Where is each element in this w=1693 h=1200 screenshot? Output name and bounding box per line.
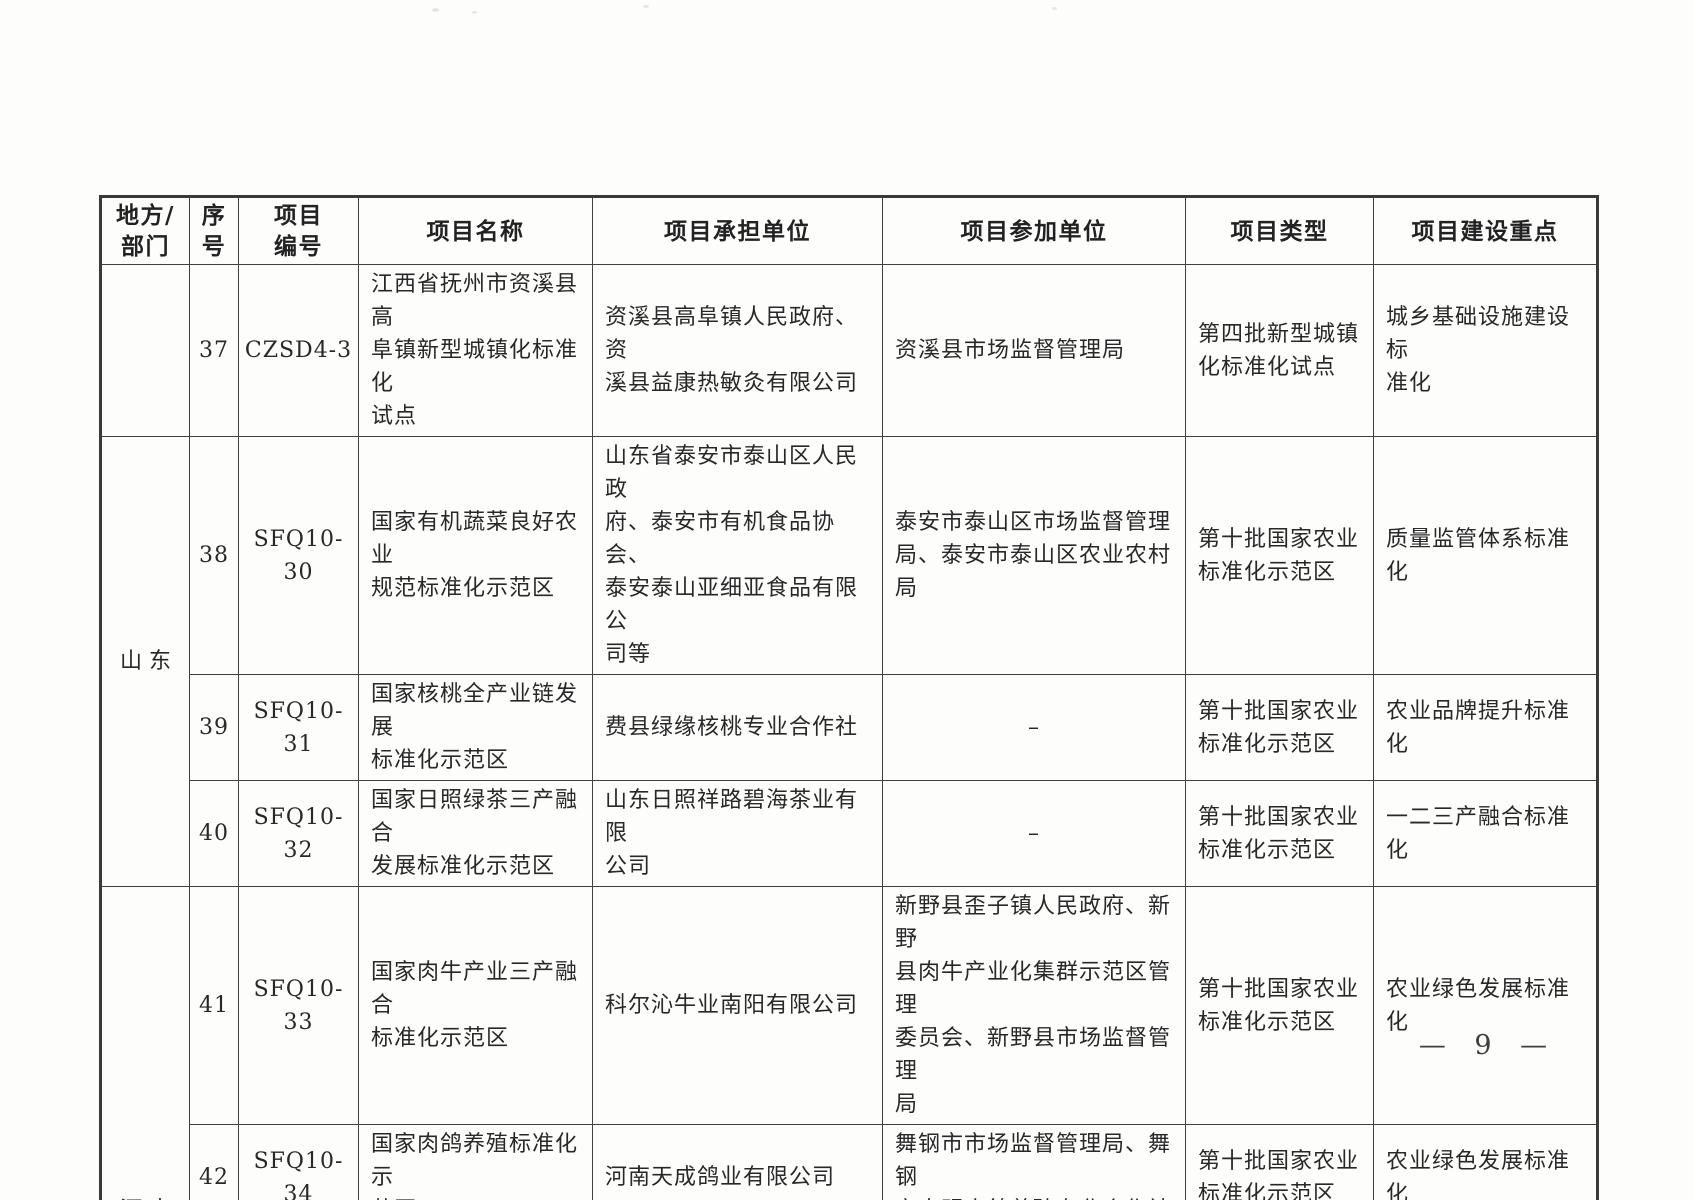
cell-undertaker: 费县绿缘核桃专业合作社: [592, 674, 883, 782]
cell-undertaker: 资溪县高阜镇人民政府、资 溪县益康热敏灸有限公司: [592, 264, 883, 438]
table-row: 39 SFQ10-31 国家核桃全产业链发展 标准化示范区 费县绿缘核桃专业合作…: [101, 674, 1598, 782]
scan-artifact: [643, 5, 649, 8]
table-row: 河南 41 SFQ10-33 国家肉牛产业三产融合 标准化示范区 科尔沁牛业南阳…: [100, 886, 1598, 1200]
scan-artifact: [1052, 7, 1057, 10]
cell-code: SFQ10-34: [238, 1124, 359, 1200]
cell-project-type: 第四批新型城镇 化标准化试点: [1185, 264, 1374, 438]
table-row: 40 SFQ10-32 国家日照绿茶三产融合 发展标准化示范区 山东日照祥路碧海…: [101, 780, 1598, 888]
scan-artifact: [432, 8, 439, 12]
cell-serial: 42: [189, 1124, 239, 1200]
cell-project-type: 第十批国家农业 标准化示范区: [1185, 1124, 1374, 1200]
cell-code: SFQ10-30: [238, 436, 359, 676]
cell-undertaker: 山东日照祥路碧海茶业有限 公司: [592, 780, 883, 888]
cell-participant: 舞钢市市场监督管理局、舞钢 市大明肉鸽养殖专业合作社: [882, 1124, 1186, 1200]
cell-participant: 资溪县市场监督管理局: [882, 264, 1186, 438]
cell-project-name: 国家核桃全产业链发展 标准化示范区: [358, 674, 593, 782]
cell-undertaker: 山东省泰安市泰山区人民政 府、泰安市有机食品协会、 泰安泰山亚细亚食品有限公 司…: [592, 436, 883, 676]
cell-project-type: 第十批国家农业 标准化示范区: [1185, 436, 1374, 676]
cell-project-type: 第十批国家农业 标准化示范区: [1185, 674, 1374, 782]
cell-focus: 质量监管体系标准化: [1373, 436, 1598, 676]
table-row: 42 SFQ10-34 国家肉鸽养殖标准化示 范区 河南天成鸽业有限公司 舞钢市…: [101, 1124, 1598, 1200]
cell-undertaker: 河南天成鸽业有限公司: [592, 1124, 883, 1200]
cell-undertaker: 科尔沁牛业南阳有限公司: [592, 886, 883, 1126]
table-header-row: 地方/ 部门 序 号 项目 编号 项目名称 项目承担单位 项目参加单位 项目类型…: [100, 195, 1598, 266]
cell-code: CZSD4-3: [238, 264, 359, 438]
cell-focus: 农业绿色发展标准化: [1373, 886, 1598, 1126]
cell-project-name: 国家肉牛产业三产融合 标准化示范区: [358, 886, 593, 1126]
cell-project-name: 国家肉鸽养殖标准化示 范区: [358, 1124, 593, 1200]
col-header-project-type: 项目类型: [1185, 195, 1374, 266]
cell-focus: 农业绿色发展标准化: [1373, 1124, 1598, 1200]
cell-serial: 39: [189, 674, 239, 782]
cell-participant: –: [882, 674, 1186, 782]
col-header-code: 项目 编号: [238, 195, 359, 266]
cell-participant: 新野县歪子镇人民政府、新野 县肉牛产业化集群示范区管理 委员会、新野县市场监督管…: [882, 886, 1186, 1126]
col-header-project-name: 项目名称: [358, 195, 593, 266]
cell-region-blank: [100, 264, 190, 438]
cell-code: SFQ10-31: [238, 674, 359, 782]
cell-project-type: 第十批国家农业 标准化示范区: [1185, 780, 1374, 888]
cell-serial: 41: [189, 886, 239, 1126]
table-row: 37 CZSD4-3 江西省抚州市资溪县高 阜镇新型城镇化标准化 试点 资溪县高…: [100, 264, 1598, 438]
col-header-participant: 项目参加单位: [882, 195, 1186, 266]
cell-serial: 37: [189, 264, 239, 438]
cell-code: SFQ10-32: [238, 780, 359, 888]
projects-table: 地方/ 部门 序 号 项目 编号 项目名称 项目承担单位 项目参加单位 项目类型…: [99, 195, 1599, 1200]
cell-participant: –: [882, 780, 1186, 888]
cell-region-shandong: 山东: [100, 436, 190, 888]
col-header-serial: 序 号: [189, 195, 239, 266]
cell-focus: 农业品牌提升标准化: [1373, 674, 1598, 782]
col-header-focus: 项目建设重点: [1373, 195, 1598, 266]
scan-artifact: [472, 11, 477, 14]
cell-project-name: 江西省抚州市资溪县高 阜镇新型城镇化标准化 试点: [358, 264, 593, 438]
cell-serial: 38: [189, 436, 239, 676]
table-row: 山东 38 SFQ10-30 国家有机蔬菜良好农业 规范标准化示范区 山东省泰安…: [100, 436, 1598, 888]
cell-project-type: 第十批国家农业 标准化示范区: [1185, 886, 1374, 1126]
cell-project-name: 国家有机蔬菜良好农业 规范标准化示范区: [358, 436, 593, 676]
cell-participant: 泰安市泰山区市场监督管理 局、泰安市泰山区农业农村局: [882, 436, 1186, 676]
cell-serial: 40: [189, 780, 239, 888]
cell-project-name: 国家日照绿茶三产融合 发展标准化示范区: [358, 780, 593, 888]
cell-region-henan: 河南: [100, 886, 190, 1200]
cell-code: SFQ10-33: [238, 886, 359, 1126]
cell-focus: 一二三产融合标准化: [1373, 780, 1598, 888]
col-header-undertaker: 项目承担单位: [592, 195, 883, 266]
cell-focus: 城乡基础设施建设标 准化: [1373, 264, 1598, 438]
page-number: — 9 —: [1418, 1030, 1558, 1061]
col-header-region: 地方/ 部门: [100, 195, 190, 266]
